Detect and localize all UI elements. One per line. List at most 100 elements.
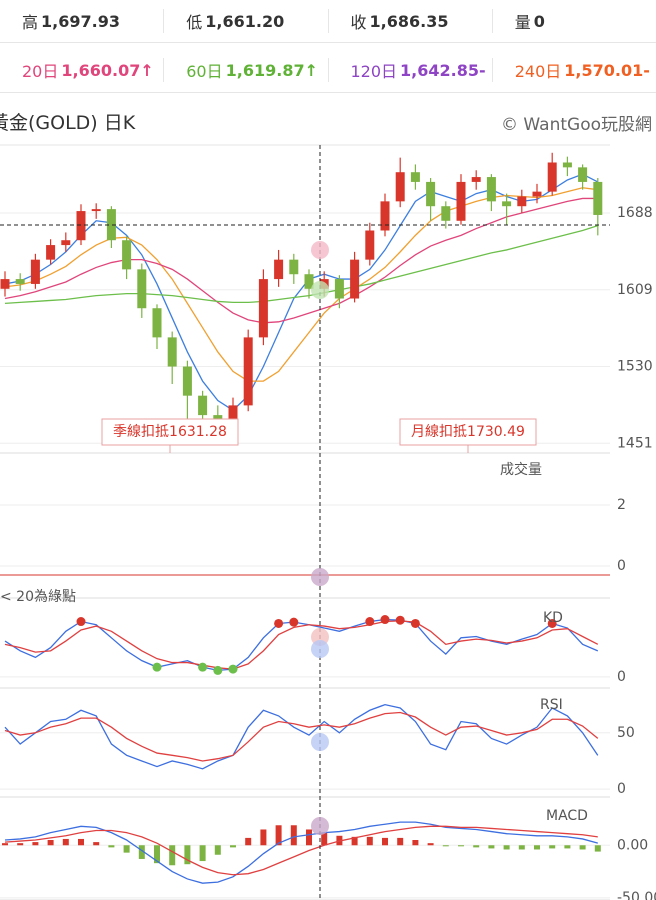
macd-bar bbox=[594, 845, 601, 852]
macd-bar bbox=[47, 840, 54, 846]
macd-bar bbox=[184, 845, 191, 865]
macd-bar bbox=[2, 843, 8, 846]
kd-dot bbox=[380, 615, 390, 625]
kd-dot bbox=[213, 665, 223, 675]
y-tick-label: 0.00 bbox=[617, 837, 648, 853]
macd-bar bbox=[427, 843, 434, 846]
indicator-line bbox=[4, 187, 598, 382]
kd-dot bbox=[198, 662, 208, 672]
panel-title: KD bbox=[543, 610, 563, 626]
candle-body bbox=[532, 191, 542, 197]
annotation-box bbox=[101, 418, 239, 446]
stat-value: 0 bbox=[533, 11, 545, 31]
ma-item: 240日 1,570.01- bbox=[491, 58, 656, 82]
macd-bar bbox=[518, 845, 525, 850]
annotation: 季線扣抵1631.28 bbox=[113, 424, 227, 440]
macd-bar bbox=[275, 825, 282, 846]
indicator-line bbox=[4, 225, 598, 305]
kd-dot bbox=[228, 664, 238, 674]
stat-label: 收 bbox=[350, 13, 367, 32]
indicator-line bbox=[4, 711, 599, 762]
stat-label: 量 bbox=[514, 13, 531, 32]
ma-value: 1,570.01- bbox=[564, 60, 650, 80]
ma-value: 1,660.07↑ bbox=[61, 60, 154, 80]
candle-body bbox=[152, 308, 162, 338]
panel-note: < 20為綠點 bbox=[0, 589, 76, 605]
stat-value: 1,686.35 bbox=[369, 11, 449, 31]
indicator-line bbox=[4, 703, 599, 770]
candle-body bbox=[46, 245, 56, 260]
crosshair-marker bbox=[311, 733, 329, 751]
stat: 低 1,661.20 bbox=[163, 9, 327, 33]
macd-bar bbox=[473, 845, 480, 848]
indicator-line bbox=[4, 197, 598, 324]
candle-body bbox=[471, 177, 481, 182]
candle-body bbox=[137, 269, 147, 309]
stat-value: 1,697.93 bbox=[41, 11, 120, 31]
candle-body bbox=[502, 201, 512, 207]
kd-dot bbox=[274, 618, 284, 628]
ma-item: 120日 1,642.85- bbox=[327, 58, 492, 82]
ma-label: 60日 bbox=[186, 62, 223, 81]
macd-bar bbox=[214, 845, 221, 855]
kd-dot bbox=[76, 617, 86, 627]
macd-bar bbox=[169, 845, 176, 866]
candle-body bbox=[182, 366, 192, 396]
y-tick-label: -50.00 bbox=[617, 890, 656, 900]
panel-title: 成交量 bbox=[500, 461, 542, 478]
candle-body bbox=[228, 405, 238, 420]
macd-bar bbox=[397, 837, 404, 846]
candle-body bbox=[243, 337, 253, 406]
macd-bar bbox=[32, 842, 39, 846]
ma-value: 1,619.87↑ bbox=[225, 60, 318, 80]
candle-body bbox=[106, 209, 116, 241]
candle-body bbox=[167, 337, 177, 367]
macd-bar bbox=[306, 829, 312, 846]
candle-body bbox=[76, 211, 86, 241]
macd-bar bbox=[534, 845, 540, 850]
ma-item: 60日 1,619.87↑ bbox=[163, 58, 327, 82]
macd-bar bbox=[138, 845, 145, 859]
annotation-box bbox=[399, 418, 537, 446]
crosshair-marker bbox=[311, 568, 329, 586]
ma-item: 20日 1,660.07↑ bbox=[0, 58, 163, 82]
panel-title: MACD bbox=[546, 808, 588, 824]
crosshair-marker bbox=[311, 281, 329, 299]
macd-bar bbox=[382, 837, 388, 846]
y-tick-label: 1609 bbox=[617, 282, 653, 298]
macd-bar bbox=[93, 842, 100, 846]
candle-body bbox=[441, 206, 451, 221]
ma-label: 120日 bbox=[350, 62, 398, 81]
y-tick-label: 0 bbox=[617, 781, 626, 797]
macd-bar bbox=[78, 838, 84, 846]
ma-value: 1,642.85- bbox=[400, 60, 486, 80]
macd-bar bbox=[245, 837, 252, 846]
macd-bar bbox=[488, 845, 495, 849]
y-tick-label: 2 bbox=[617, 497, 626, 513]
candle-body bbox=[350, 259, 360, 299]
y-tick-label: 0 bbox=[617, 669, 626, 685]
candle-body bbox=[289, 259, 299, 275]
candle-body bbox=[0, 279, 10, 289]
candle-body bbox=[258, 279, 268, 338]
candle-body bbox=[122, 240, 132, 270]
macd-bar bbox=[564, 845, 571, 849]
candle-body bbox=[395, 172, 405, 202]
kd-dot bbox=[152, 662, 162, 672]
indicator-line bbox=[4, 173, 599, 412]
kd-dot bbox=[410, 618, 420, 628]
macd-bar bbox=[108, 845, 115, 848]
candle-body bbox=[213, 415, 223, 420]
candle-body bbox=[578, 167, 588, 182]
stat: 高 1,697.93 bbox=[0, 9, 163, 33]
candle-body bbox=[274, 259, 284, 280]
macd-bar bbox=[290, 825, 297, 846]
stat: 收 1,686.35 bbox=[327, 9, 492, 33]
macd-bar bbox=[442, 845, 449, 847]
candle-body bbox=[304, 274, 314, 289]
candle-body bbox=[456, 181, 466, 221]
indicator-line bbox=[4, 825, 598, 876]
crosshair-marker bbox=[311, 640, 329, 658]
watermark: © WantGoo玩股網 bbox=[501, 115, 652, 135]
